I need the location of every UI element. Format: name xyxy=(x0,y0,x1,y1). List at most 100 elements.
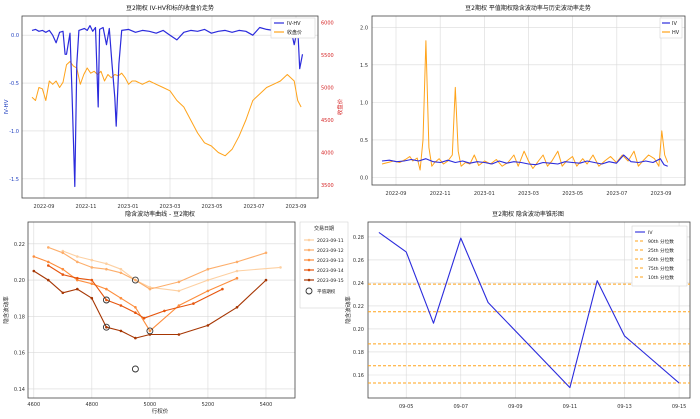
panel-iv-cone: 09-05 09-07 09-09 09-11 09-13 09-15 0.16 0.18 0.… xyxy=(344,210,691,410)
y-tick-label: 0.22 xyxy=(14,242,25,248)
legend: IV 90th 分位数 25th 分位数 50th 分位数 75th 分位数 10th 分… xyxy=(631,225,688,287)
x-tick-label: 2022-09 xyxy=(386,191,407,197)
atm-marker xyxy=(131,365,139,373)
y-tick-label: 0.0 xyxy=(360,175,368,181)
legend-label: IV xyxy=(648,230,653,236)
chart-title: 隐含波动率曲线 - 豆2期权 xyxy=(125,210,195,218)
y-tick-label: 0.18 xyxy=(14,314,25,320)
chart-title: 豆2期权 隐含波动率锥形图 xyxy=(492,210,564,218)
y-tick-label: 0.0 xyxy=(11,33,19,39)
legend-label: 75th 分位数 xyxy=(648,265,674,272)
y-tick-label: 0.24 xyxy=(353,281,364,287)
x-tick-label: 2022-11 xyxy=(430,191,451,197)
data-point xyxy=(264,278,268,282)
legend-label: 90th 分位数 xyxy=(648,238,674,245)
y-tick-label: 0.20 xyxy=(14,278,25,284)
y2-tick-label: 4500 xyxy=(321,118,334,124)
data-point xyxy=(206,278,210,282)
x-tick-label: 2023-03 xyxy=(160,204,181,210)
legend-label: 平值期权 xyxy=(317,288,336,295)
data-point xyxy=(119,267,123,271)
panel-iv-hv-trend: 2022-09 2022-11 2023-01 2023-03 2023-05 2023-… xyxy=(360,4,686,197)
data-point xyxy=(134,311,137,315)
series-line-2023-09-13 xyxy=(33,255,238,332)
data-point xyxy=(119,296,123,300)
chart-title: 豆2期权 IV-HV和标的收盘价走势 xyxy=(126,4,214,12)
y-tick-label: 1.5 xyxy=(360,63,368,69)
data-point xyxy=(90,278,94,282)
y-tick-label: 0.16 xyxy=(353,373,364,379)
legend-label: 收盘价 xyxy=(287,29,302,36)
data-point xyxy=(76,276,79,280)
data-point xyxy=(47,278,50,282)
data-point xyxy=(163,309,166,313)
data-point xyxy=(148,286,152,289)
y-tick-label: 0.18 xyxy=(353,350,364,356)
legend-label: 50th 分位数 xyxy=(648,256,674,263)
x-tick-label: 4800 xyxy=(85,402,98,408)
data-point xyxy=(105,325,108,329)
legend-label: HV xyxy=(672,30,680,36)
data-point xyxy=(61,251,65,255)
data-point xyxy=(76,255,79,258)
data-point xyxy=(206,267,210,271)
data-point xyxy=(90,258,94,262)
y-tick-label: 0.26 xyxy=(353,258,364,264)
y-tick-label: -1.0 xyxy=(9,129,19,135)
atm-marker xyxy=(102,296,110,304)
data-point xyxy=(192,302,195,305)
series-iv-line xyxy=(381,154,668,167)
y2-tick-label: 5500 xyxy=(321,53,334,59)
panel-iv-hv-price: 2022-09 2022-11 2023-01 2023-03 2023-05 2023-… xyxy=(4,4,344,210)
series-hv-line xyxy=(381,40,669,171)
legend-label: 2023-09-13 xyxy=(317,258,344,264)
legend-swatch-marker xyxy=(307,268,311,272)
x-tick-label: 5000 xyxy=(144,402,157,408)
chart-title: 豆2期权 平值期权隐含波动率与历史波动率走势 xyxy=(465,4,591,12)
x-tick-label: 09-09 xyxy=(508,404,523,410)
series-iv-line xyxy=(378,231,680,389)
atm-marker xyxy=(146,327,154,335)
x-tick-label: 09-15 xyxy=(672,404,687,410)
x-tick-label: 2023-01 xyxy=(474,191,495,197)
data-point xyxy=(235,276,239,280)
x-tick-label: 2023-07 xyxy=(244,204,265,210)
y-tick-label: 0.5 xyxy=(360,138,368,144)
data-point xyxy=(61,267,65,271)
data-point xyxy=(119,329,123,333)
legend-label: 2023-09-15 xyxy=(317,278,344,284)
data-point xyxy=(61,291,65,295)
legend-label: 2023-09-14 xyxy=(317,268,344,274)
data-point xyxy=(134,278,137,282)
legend-swatch-marker xyxy=(307,248,311,252)
x-tick-label: 5200 xyxy=(202,402,215,408)
plot-frame xyxy=(371,15,686,186)
x-tick-label: 2022-09 xyxy=(34,204,55,210)
atm-marker xyxy=(131,276,139,284)
plot-frame xyxy=(367,221,691,399)
data-point xyxy=(177,280,181,284)
data-point xyxy=(61,249,65,253)
data-point xyxy=(32,269,36,273)
plot-frame xyxy=(21,15,319,199)
legend: 交易日期 2023-09-11 2023-09-12 2023-09-13 2023-0… xyxy=(299,221,349,309)
y-tick-label: 1.0 xyxy=(360,100,368,106)
legend-label: 10th 分位数 xyxy=(648,274,674,281)
data-point xyxy=(142,316,146,320)
data-point xyxy=(134,336,137,340)
y-axis-label: 隐含波动率 xyxy=(2,296,10,324)
data-point xyxy=(221,287,224,291)
series-line-2023-09-14 xyxy=(48,265,223,319)
data-point xyxy=(90,266,94,269)
legend-swatch-marker xyxy=(307,238,311,242)
data-point xyxy=(235,269,239,273)
data-point xyxy=(235,306,239,309)
y-tick-label: 0.20 xyxy=(353,327,364,333)
legend-box xyxy=(299,221,349,309)
y2-tick-label: 5000 xyxy=(321,86,334,92)
data-point xyxy=(206,289,210,293)
y-tick-label: 0.16 xyxy=(14,351,25,357)
x-tick-label: 2023-07 xyxy=(606,191,627,197)
